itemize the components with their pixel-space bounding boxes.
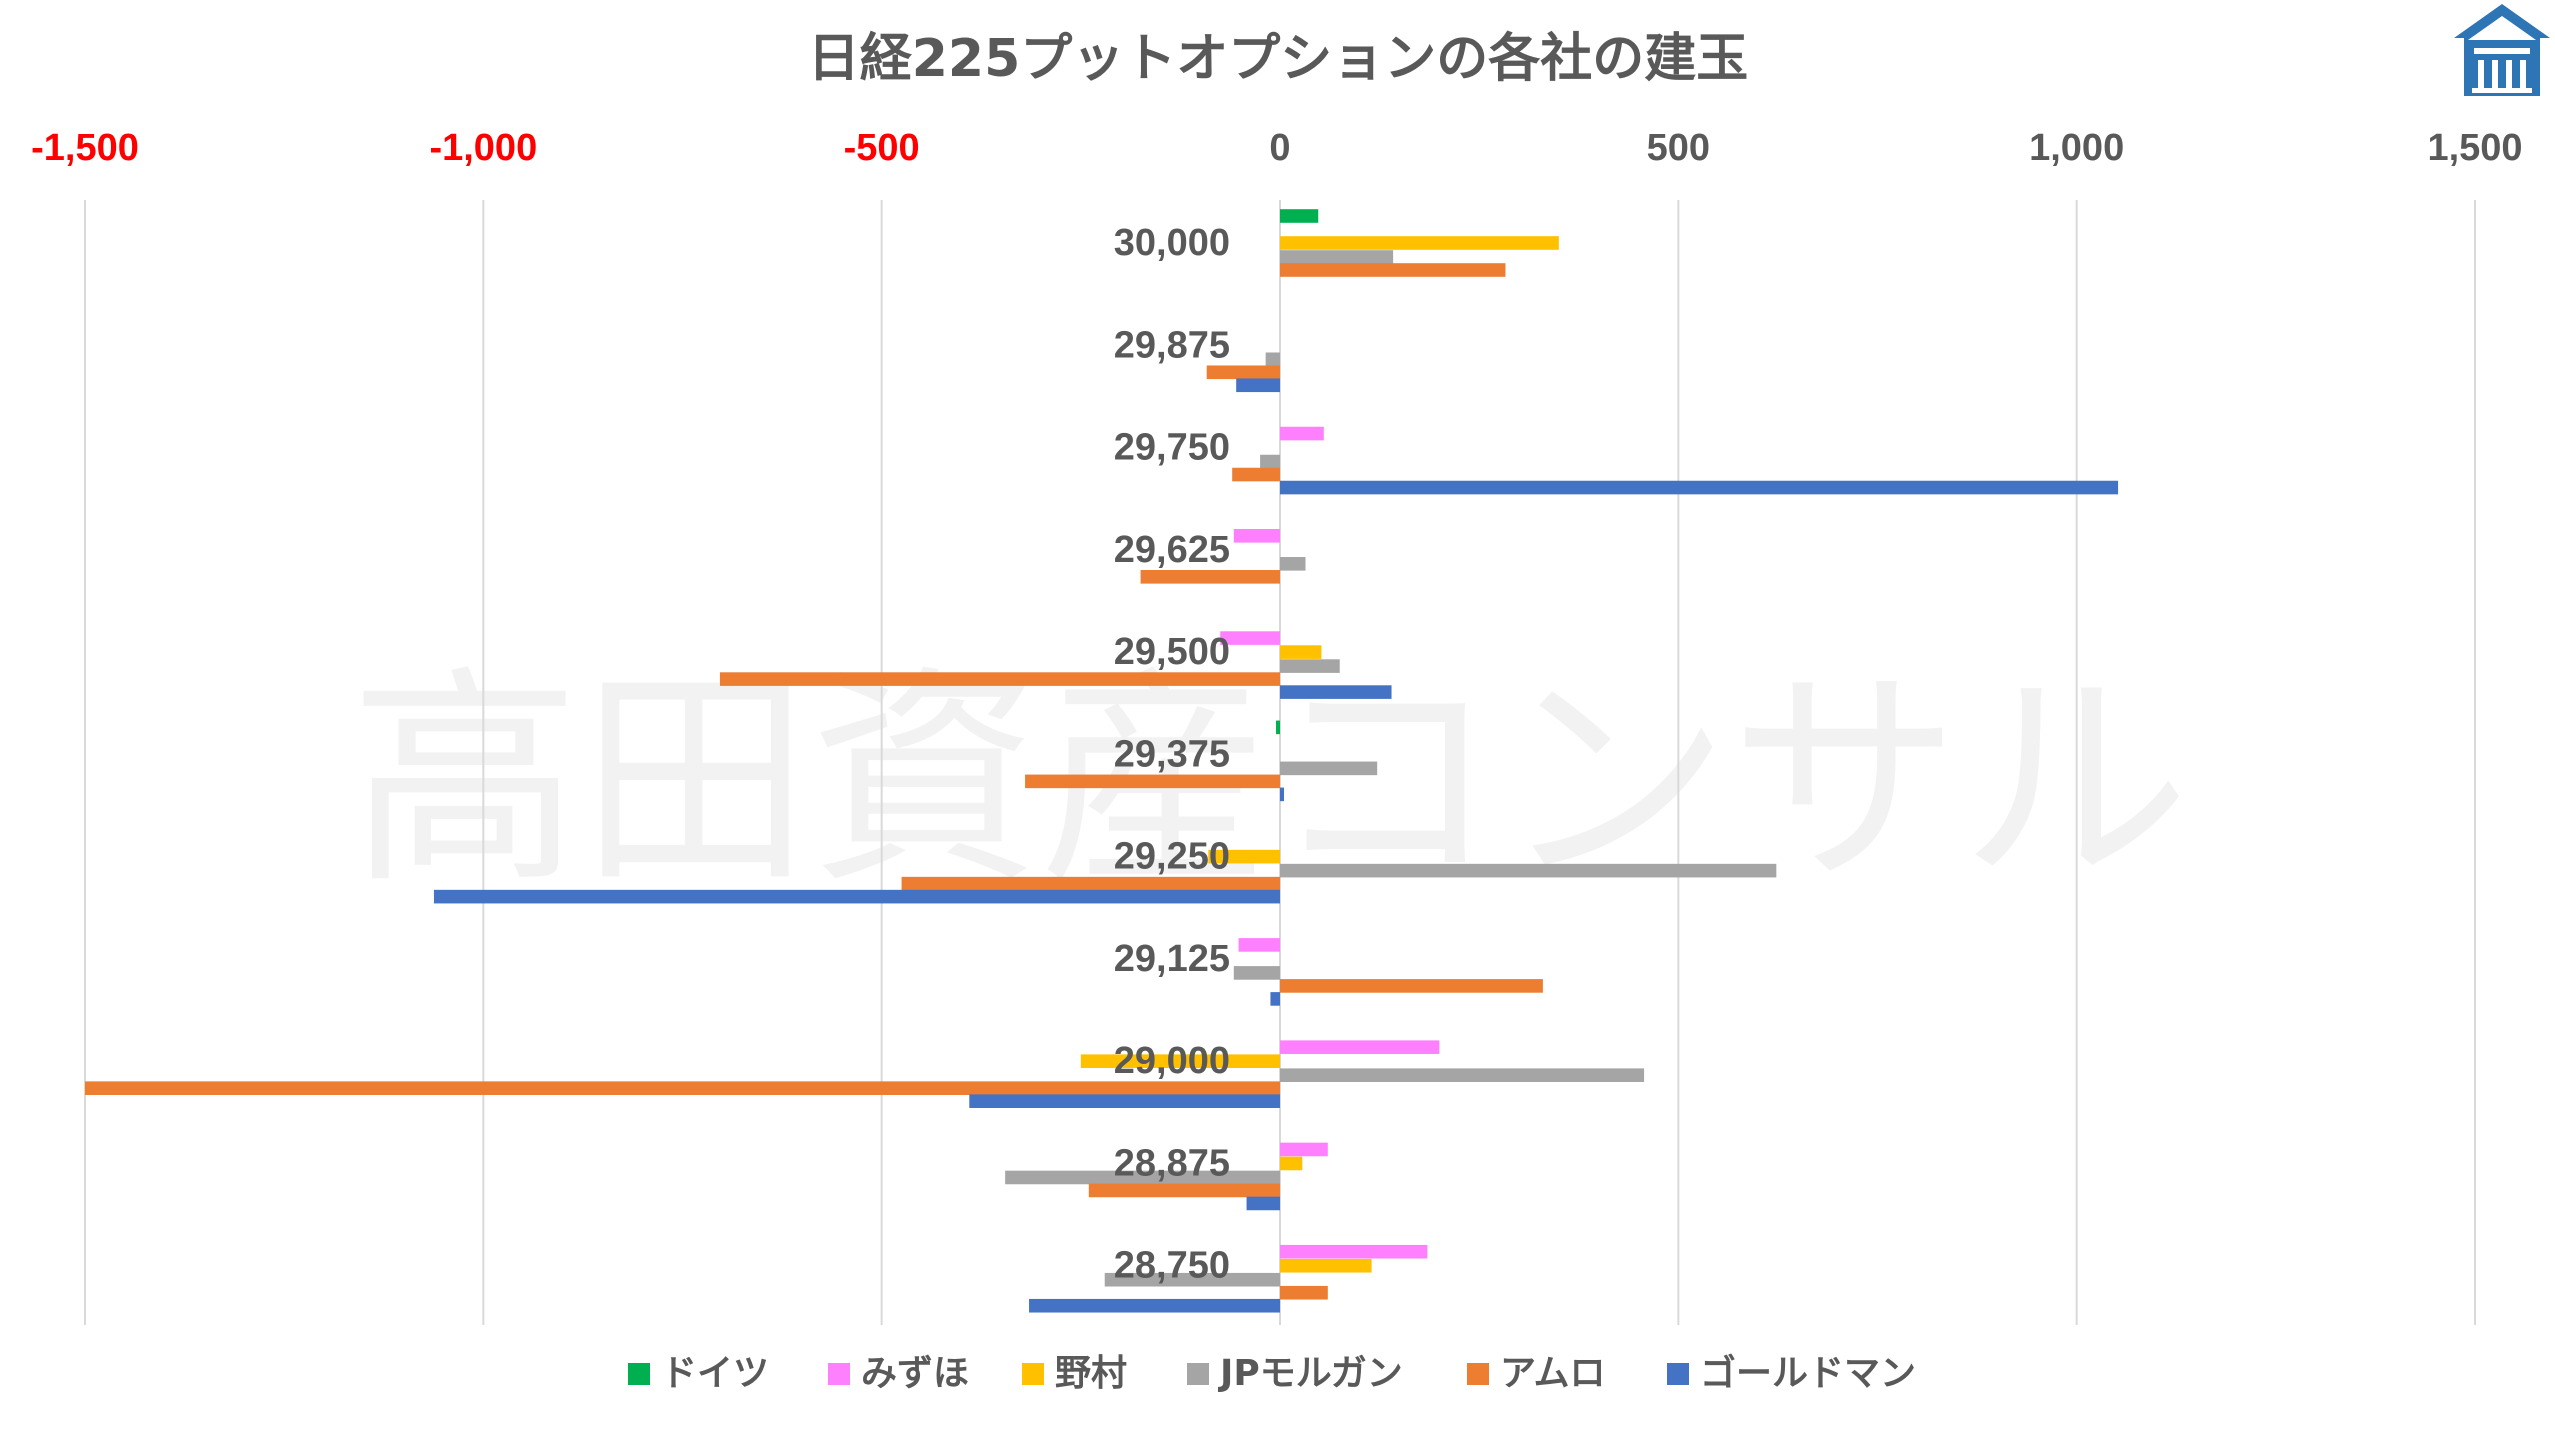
x-tick-label: 1,000 bbox=[2029, 127, 2124, 169]
bar bbox=[1280, 863, 1777, 878]
category-label: 28,750 bbox=[1114, 1245, 1230, 1287]
bar bbox=[1280, 480, 2119, 495]
bar bbox=[1280, 1156, 1303, 1171]
x-tick-label: 500 bbox=[1647, 127, 1710, 169]
bar bbox=[1280, 236, 1559, 250]
bar bbox=[1260, 454, 1280, 469]
bar bbox=[1080, 1054, 1280, 1068]
category-label: 29,000 bbox=[1114, 1040, 1230, 1082]
bar bbox=[1233, 529, 1280, 543]
bar bbox=[1280, 685, 1392, 699]
bar bbox=[1029, 1298, 1280, 1313]
legend: ドイツ みずほ 野村 JPモルガン アムロ ゴールドマン bbox=[628, 1352, 1916, 1394]
bar bbox=[1280, 979, 1543, 993]
legend-label: ゴールドマン bbox=[1700, 1352, 1916, 1394]
bar bbox=[1280, 263, 1506, 277]
bar bbox=[1280, 645, 1322, 659]
bar bbox=[901, 876, 1280, 891]
legend-swatch bbox=[1467, 1363, 1489, 1385]
bar bbox=[1232, 467, 1280, 482]
bar bbox=[1236, 378, 1280, 393]
category-label: 29,125 bbox=[1114, 938, 1230, 980]
bar bbox=[1280, 1244, 1428, 1259]
bar bbox=[1280, 557, 1306, 571]
bar bbox=[433, 889, 1280, 904]
category-label: 29,250 bbox=[1114, 836, 1230, 878]
bar bbox=[85, 1081, 1280, 1095]
category-label: 29,375 bbox=[1114, 733, 1230, 775]
bar bbox=[1280, 1285, 1328, 1300]
legend-swatch bbox=[628, 1363, 650, 1385]
legend-swatch bbox=[1667, 1363, 1689, 1385]
category-label: 29,625 bbox=[1114, 529, 1230, 571]
legend-swatch bbox=[1187, 1363, 1209, 1385]
chart-title: 日経225プットオプションの各社の建玉 bbox=[808, 29, 1749, 89]
bar bbox=[1280, 1258, 1372, 1273]
legend-label: 野村 bbox=[1055, 1353, 1127, 1394]
legend-swatch bbox=[1022, 1363, 1044, 1385]
bar bbox=[1104, 1272, 1280, 1287]
category-label: 29,500 bbox=[1114, 631, 1230, 673]
x-tick-label: -500 bbox=[844, 127, 920, 169]
bar bbox=[1238, 938, 1280, 952]
bar bbox=[1270, 992, 1280, 1006]
bar bbox=[1280, 761, 1378, 776]
bar bbox=[1280, 1142, 1328, 1157]
bar bbox=[1140, 570, 1280, 584]
bar bbox=[969, 1094, 1280, 1108]
bar bbox=[1233, 966, 1280, 980]
legend-label: みずほ bbox=[861, 1353, 969, 1394]
bar bbox=[1025, 774, 1280, 789]
bar bbox=[1220, 631, 1280, 645]
category-label: 29,750 bbox=[1114, 427, 1230, 469]
logo-icon bbox=[2454, 4, 2550, 96]
bar bbox=[1088, 1183, 1280, 1198]
category-label: 29,875 bbox=[1114, 324, 1230, 366]
x-tick-label: 0 bbox=[1269, 127, 1290, 169]
bar bbox=[1280, 209, 1319, 223]
bar bbox=[1280, 1068, 1645, 1082]
bars bbox=[85, 209, 2119, 1313]
bar bbox=[1208, 849, 1280, 864]
gridlines bbox=[84, 200, 2476, 1325]
bar bbox=[1280, 250, 1394, 264]
x-tick-label: 1,500 bbox=[2427, 127, 2522, 169]
bar bbox=[1206, 365, 1280, 380]
bar bbox=[1280, 659, 1340, 673]
bar bbox=[1280, 787, 1284, 802]
bar bbox=[1280, 1040, 1440, 1054]
legend-swatch bbox=[828, 1363, 850, 1385]
legend-label: アムロ bbox=[1500, 1353, 1605, 1394]
bar bbox=[1276, 720, 1280, 735]
category-label: 28,875 bbox=[1114, 1142, 1230, 1184]
bar bbox=[1005, 1170, 1280, 1185]
legend-label: JPモルガン bbox=[1217, 1353, 1403, 1394]
legend-label: ドイツ bbox=[661, 1353, 769, 1394]
category-label: 30,000 bbox=[1114, 222, 1230, 264]
category-labels: 30,000 29,875 29,750 29,625 29,500 29,375 29,2… bbox=[1114, 222, 1230, 1287]
bar bbox=[1265, 352, 1280, 367]
bar bbox=[1246, 1196, 1280, 1211]
x-tick-label: -1,000 bbox=[429, 127, 537, 169]
bar bbox=[719, 672, 1280, 686]
x-axis-ticks: -1,500 -1,000 -500 0 500 1,000 1,500 bbox=[31, 127, 2522, 169]
bar bbox=[1280, 426, 1324, 441]
x-tick-label: -1,500 bbox=[31, 127, 139, 169]
